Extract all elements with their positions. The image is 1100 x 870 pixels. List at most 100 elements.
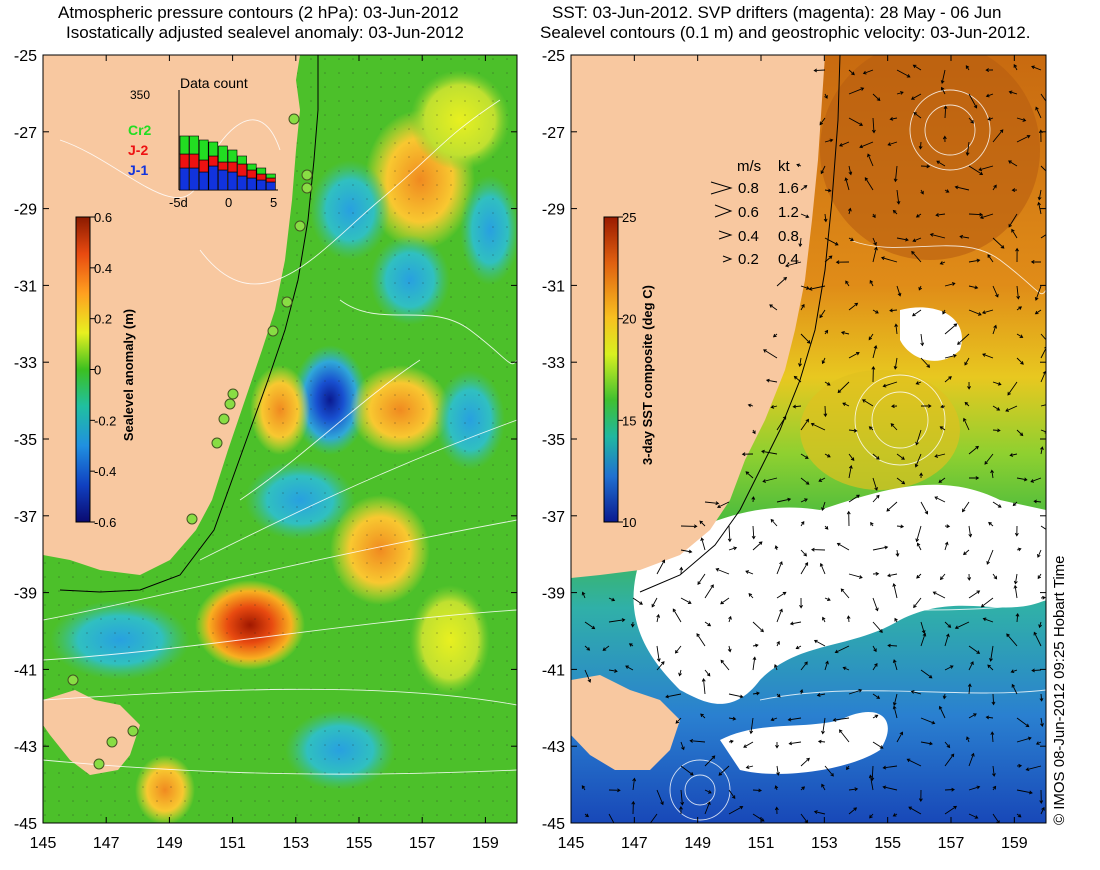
x-tick-label: 155: [346, 835, 373, 852]
inset-bar-segment: [246, 163, 257, 171]
velocity-arrow: [968, 258, 981, 263]
velocity-arrow: [1005, 405, 1018, 412]
velocity-arrow: [776, 608, 783, 623]
velocity-arrow: [986, 549, 994, 565]
velocity-legend-header-kt: kt: [778, 158, 791, 175]
velocity-arrow: [813, 639, 826, 647]
velocity-arrow: [913, 597, 922, 609]
velocity-arrow: [846, 615, 851, 623]
velocity-arrow: [720, 659, 730, 671]
cloud-mask: [633, 307, 1046, 774]
velocity-arrow: [697, 573, 706, 586]
velocity-arrow: [656, 645, 661, 663]
velocity-arrow: [632, 597, 643, 605]
velocity-arrow: [818, 477, 826, 482]
velocity-arrow: [625, 665, 634, 671]
velocity-arrow: [1016, 285, 1021, 300]
velocity-legend: m/s kt 0.8 1.6 0.6 1.2 0.4 0.8 0.2 0.4: [710, 158, 799, 268]
velocity-arrow: [728, 716, 737, 721]
velocity-arrow: [776, 640, 780, 647]
velocity-arrow: [704, 755, 716, 767]
x-tick-label: 145: [558, 835, 585, 852]
velocity-arrow: [1016, 813, 1022, 818]
velocity-arrow: [1037, 573, 1042, 580]
velocity-arrow: [893, 357, 898, 370]
velocity-arrow: [872, 662, 878, 671]
velocity-arrow: [920, 357, 931, 368]
velocity-arrow: [656, 559, 666, 575]
velocity-arrow: [842, 402, 850, 407]
velocity-arrow: [896, 91, 904, 95]
x-tick-label: 155: [874, 835, 901, 852]
velocity-arrow: [847, 207, 852, 215]
velocity-arrow: [1040, 93, 1046, 105]
velocity-arrow: [892, 705, 898, 719]
velocity-arrow: [788, 741, 802, 746]
velocity-arrow: [954, 185, 970, 191]
velocity-arrow: [872, 621, 883, 633]
inset-bar-segment: [237, 155, 247, 165]
velocity-arrow: [1040, 806, 1045, 815]
velocity-arrow: [968, 661, 974, 671]
velocity-arrow: [911, 250, 922, 263]
velocity-arrow: [982, 617, 994, 623]
velocity-arrow: [1040, 333, 1046, 341]
velocity-arrow: [940, 404, 946, 409]
velocity-arrow: [651, 597, 658, 608]
velocity-arrow: [882, 381, 898, 388]
velocity-arrow: [1016, 357, 1024, 365]
inset-bar-segment: [189, 153, 199, 169]
velocity-arrow: [869, 279, 874, 287]
y-tick-label: -37: [14, 509, 37, 526]
velocity-arrow: [1016, 429, 1024, 437]
velocity-arrow: [892, 693, 898, 706]
inset-bar-segment: [189, 135, 199, 155]
inset-bar-segment: [179, 167, 190, 191]
velocity-arrow: [848, 787, 859, 792]
inset-bar-segment: [198, 139, 209, 161]
velocity-arrow: [844, 177, 850, 191]
velocity-arrow: [1034, 285, 1042, 301]
velocity-arrow: [968, 165, 984, 175]
velocity-arrow: [1040, 446, 1044, 455]
velocity-arrow: [704, 501, 720, 506]
x-tick-label: 145: [30, 835, 57, 852]
velocity-arrow: [944, 753, 955, 767]
velocity-arrow: [991, 693, 996, 706]
velocity-arrow: [795, 645, 802, 650]
velocity-arrow: [872, 571, 880, 576]
velocity-arrow: [992, 184, 997, 191]
velocity-arrow: [819, 309, 826, 319]
velocity-arrow: [987, 664, 994, 671]
velocity-arrow: [979, 213, 994, 220]
velocity-arrow: [967, 381, 971, 390]
velocity-arrow: [1016, 306, 1023, 311]
velocity-arrow: [840, 330, 850, 335]
velocity-arrow: [944, 323, 958, 335]
y-tick-label: -35: [14, 432, 37, 449]
colorbar-tick-label: 0.6: [94, 210, 112, 225]
velocity-arrow: [787, 717, 802, 722]
inset-bar-segment: [237, 163, 247, 177]
velocity-arrow: [944, 805, 958, 815]
velocity-arrow: [944, 787, 955, 792]
y-tick-label: -39: [14, 586, 37, 603]
velocity-arrow: [968, 752, 975, 767]
velocity-arrow: [716, 501, 730, 509]
velocity-arrow: [1039, 693, 1044, 702]
velocity-arrow: [680, 524, 698, 529]
inset-bar-segment: [179, 153, 190, 169]
velocity-arrow: [892, 583, 898, 599]
velocity-arrow: [800, 549, 807, 557]
velocity-arrow: [943, 105, 948, 119]
inset-bar-segment: [179, 135, 190, 155]
velocity-legend-kt: 1.6: [778, 180, 799, 197]
velocity-arrow: [908, 806, 922, 815]
velocity-arrow: [938, 477, 946, 483]
colorbar-tick-label: 0.4: [94, 261, 112, 276]
velocity-arrow: [846, 510, 851, 527]
velocity-arrow: [944, 633, 950, 647]
inset-max-label: 350: [130, 88, 150, 102]
velocity-arrow: [992, 381, 1002, 386]
inset-bar-segment: [227, 161, 238, 173]
